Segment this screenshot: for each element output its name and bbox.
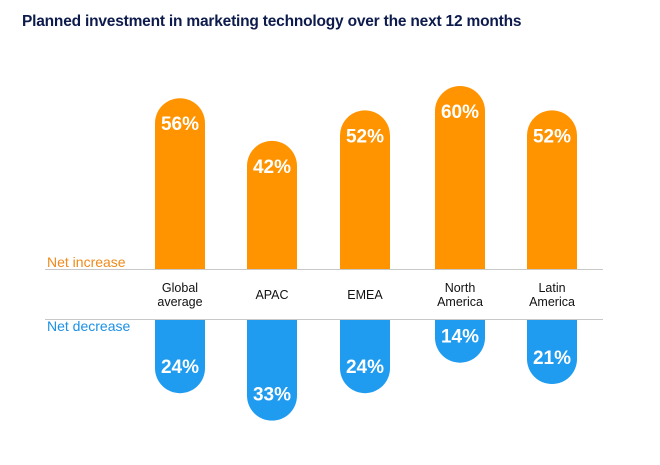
increase-bar-apac xyxy=(247,140,297,269)
net-decrease-bars: 24% 33% 24% 14% 21% xyxy=(155,320,577,421)
category-labels: Global average APAC EMEA North America Latin Am… xyxy=(157,281,575,309)
decrease-bar-north-america xyxy=(435,320,485,363)
decrease-bar-apac xyxy=(247,320,297,421)
net-decrease-label: Net decrease xyxy=(47,318,130,334)
net-increase-bars: 56% 42% 52% 60% 52% xyxy=(155,86,577,269)
increase-value-apac: 42% xyxy=(253,157,291,178)
net-increase-label: Net increase xyxy=(47,254,126,270)
category-label-emea: EMEA xyxy=(347,288,383,302)
decrease-value-apac: 33% xyxy=(253,385,291,406)
increase-bar-latin-america xyxy=(527,110,577,269)
increase-bar-global-average xyxy=(155,98,205,269)
decrease-value-global-average: 24% xyxy=(161,357,199,378)
decrease-value-emea: 24% xyxy=(346,357,384,378)
increase-value-emea: 52% xyxy=(346,126,384,147)
chart-title: Planned investment in marketing technolo… xyxy=(22,13,522,30)
decrease-bar-emea xyxy=(340,320,390,394)
category-label-global-average: Global average xyxy=(157,281,202,309)
category-label-apac: APAC xyxy=(255,288,288,302)
decrease-bar-global-average xyxy=(155,320,205,394)
increase-value-latin-america: 52% xyxy=(533,126,571,147)
decrease-value-latin-america: 21% xyxy=(533,348,571,369)
decrease-bar-latin-america xyxy=(527,320,577,385)
decrease-value-north-america: 14% xyxy=(441,327,479,348)
increase-value-north-america: 60% xyxy=(441,102,479,123)
increase-value-global-average: 56% xyxy=(161,114,199,135)
category-label-latin-america: Latin America xyxy=(529,281,575,309)
increase-bar-emea xyxy=(340,110,390,269)
increase-bar-north-america xyxy=(435,86,485,269)
category-label-north-america: North America xyxy=(437,281,483,309)
